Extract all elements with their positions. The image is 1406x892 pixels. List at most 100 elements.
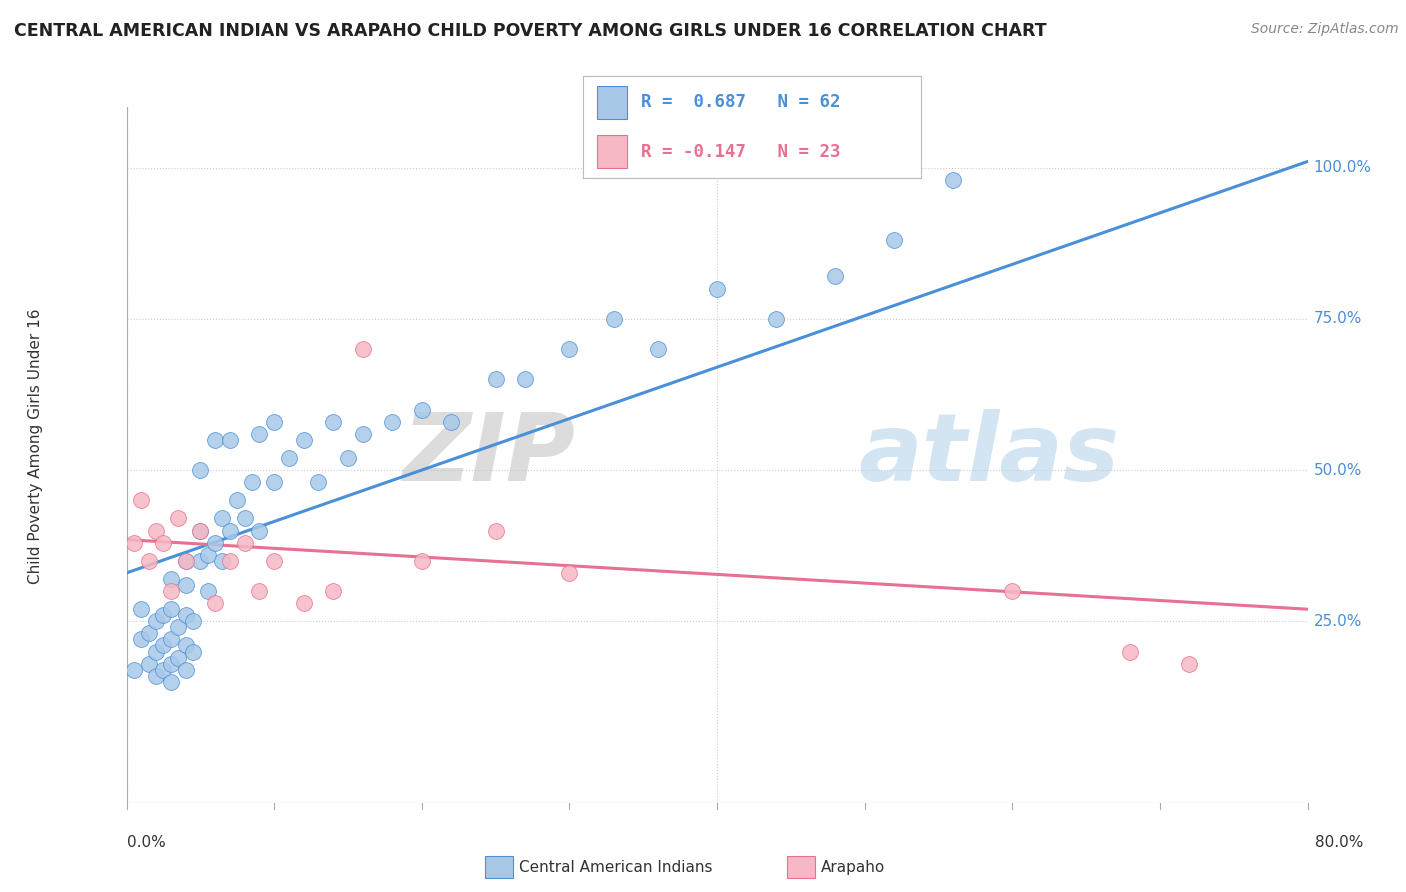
Point <box>174 554 197 568</box>
Point <box>219 554 242 568</box>
Point <box>219 524 242 538</box>
Point <box>145 615 167 629</box>
Point <box>138 554 160 568</box>
Point <box>159 602 183 616</box>
Point <box>159 572 183 586</box>
Text: 100.0%: 100.0% <box>1313 160 1371 175</box>
Point <box>188 554 211 568</box>
Point <box>174 608 197 623</box>
Point <box>1001 584 1024 599</box>
Text: 75.0%: 75.0% <box>1313 311 1362 326</box>
Point <box>381 415 404 429</box>
Point <box>122 535 145 549</box>
Point <box>174 639 197 653</box>
Point <box>129 493 153 508</box>
Bar <box>598 87 627 119</box>
Text: Arapaho: Arapaho <box>821 860 886 874</box>
Text: 0.0%: 0.0% <box>127 836 166 850</box>
Point <box>152 608 174 623</box>
Point <box>129 632 153 647</box>
Point <box>188 524 211 538</box>
Point <box>152 663 174 677</box>
Point <box>219 433 242 447</box>
Point <box>337 450 360 465</box>
Point <box>411 554 433 568</box>
Point <box>226 493 249 508</box>
Point <box>307 475 329 490</box>
Point <box>181 644 204 658</box>
Point <box>138 626 160 640</box>
Point <box>167 620 190 634</box>
Point <box>159 584 183 599</box>
Point <box>1119 644 1142 658</box>
Point <box>122 663 145 677</box>
Point <box>263 475 285 490</box>
Point <box>263 554 285 568</box>
Point <box>263 415 285 429</box>
Point <box>352 342 374 356</box>
Point <box>167 650 190 665</box>
Point <box>647 342 669 356</box>
Point <box>129 602 153 616</box>
Point <box>188 524 211 538</box>
Point <box>204 535 226 549</box>
Point <box>204 596 226 610</box>
Point <box>292 433 315 447</box>
Text: 50.0%: 50.0% <box>1313 463 1362 477</box>
Text: atlas: atlas <box>859 409 1121 501</box>
Point <box>197 548 219 562</box>
Point <box>145 669 167 683</box>
Point <box>247 426 270 441</box>
Point <box>322 415 344 429</box>
Point <box>152 535 174 549</box>
Point <box>145 644 167 658</box>
Point <box>167 511 190 525</box>
Text: R =  0.687   N = 62: R = 0.687 N = 62 <box>641 94 841 112</box>
Text: Source: ZipAtlas.com: Source: ZipAtlas.com <box>1251 22 1399 37</box>
Point <box>247 524 270 538</box>
Bar <box>598 136 627 168</box>
Text: R = -0.147   N = 23: R = -0.147 N = 23 <box>641 143 841 161</box>
Text: CENTRAL AMERICAN INDIAN VS ARAPAHO CHILD POVERTY AMONG GIRLS UNDER 16 CORRELATIO: CENTRAL AMERICAN INDIAN VS ARAPAHO CHILD… <box>14 22 1046 40</box>
Point <box>603 311 626 326</box>
Point <box>233 535 256 549</box>
Point <box>558 342 581 356</box>
Point <box>411 402 433 417</box>
Point <box>1178 657 1201 671</box>
Point <box>484 372 508 386</box>
Point <box>883 233 905 247</box>
Point <box>211 511 233 525</box>
Text: 80.0%: 80.0% <box>1315 836 1362 850</box>
Point <box>159 657 183 671</box>
Point <box>240 475 263 490</box>
Point <box>292 596 315 610</box>
Text: ZIP: ZIP <box>402 409 575 501</box>
Point <box>152 639 174 653</box>
Point <box>174 663 197 677</box>
Point <box>197 584 219 599</box>
Text: Child Poverty Among Girls Under 16: Child Poverty Among Girls Under 16 <box>28 309 42 583</box>
Point <box>211 554 233 568</box>
Point <box>159 674 183 689</box>
Point <box>558 566 581 580</box>
Point <box>204 433 226 447</box>
Point <box>247 584 270 599</box>
Point <box>188 463 211 477</box>
Point <box>145 524 167 538</box>
Text: Central American Indians: Central American Indians <box>519 860 713 874</box>
Point <box>942 172 965 186</box>
Point <box>322 584 344 599</box>
Point <box>138 657 160 671</box>
Point <box>159 632 183 647</box>
Point <box>174 554 197 568</box>
Point <box>352 426 374 441</box>
Point <box>484 524 508 538</box>
Point <box>824 269 846 284</box>
Point <box>174 578 197 592</box>
Point <box>765 311 787 326</box>
Point <box>440 415 463 429</box>
Point <box>515 372 537 386</box>
Text: 25.0%: 25.0% <box>1313 614 1362 629</box>
Point <box>706 281 728 295</box>
Point <box>181 615 204 629</box>
